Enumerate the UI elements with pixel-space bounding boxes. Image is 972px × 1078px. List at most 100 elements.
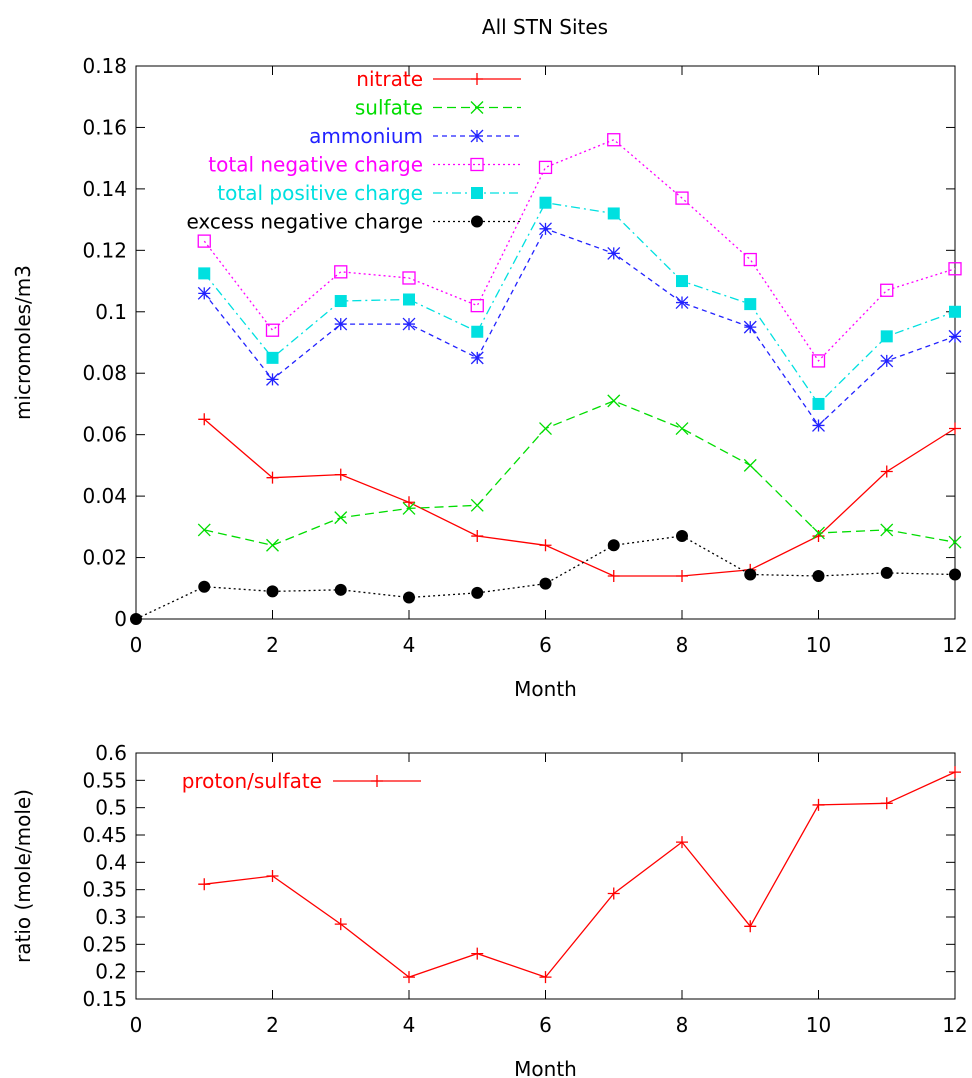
data-point: [811, 354, 826, 368]
chart-title: All STN Sites: [482, 15, 608, 39]
y-tick-label: 0.08: [82, 361, 127, 385]
data-point: [743, 320, 757, 334]
data-point: [266, 870, 279, 882]
legend-marker: [471, 215, 483, 228]
data-point: [949, 305, 961, 318]
data-point: [676, 275, 688, 288]
data-point: [676, 836, 688, 849]
legend-label: total negative charge: [208, 153, 423, 177]
x-tick-label: 8: [676, 1013, 689, 1037]
data-point: [470, 351, 484, 365]
x-tick-label: 10: [806, 1013, 831, 1037]
data-point: [198, 580, 211, 593]
x-tick-label: 12: [942, 633, 967, 657]
data-point: [266, 372, 279, 386]
data-point: [402, 271, 416, 285]
data-point: [949, 568, 961, 581]
data-point: [471, 530, 484, 543]
series-excess-negative-charge: [130, 530, 961, 625]
series-ammonium: [197, 222, 962, 432]
data-point: [607, 207, 620, 220]
data-point: [948, 535, 962, 549]
y-tick-label: 0.1: [95, 300, 127, 324]
y-tick-label: 0.06: [82, 423, 127, 447]
y-axis-label: ratio (mole/mole): [11, 789, 35, 963]
x-tick-label: 0: [130, 1013, 143, 1037]
data-point: [538, 160, 553, 175]
data-point: [471, 325, 484, 338]
data-point: [334, 317, 348, 331]
data-point: [949, 422, 961, 435]
y-tick-label: 0.02: [82, 546, 127, 570]
legend-marker: [470, 129, 484, 143]
data-point: [130, 613, 142, 625]
data-point: [198, 878, 211, 891]
data-point: [539, 222, 552, 236]
data-point: [539, 196, 552, 209]
data-point: [334, 265, 348, 279]
data-point: [812, 530, 825, 543]
data-point: [676, 530, 688, 543]
data-point: [607, 246, 621, 260]
data-point: [675, 422, 689, 435]
legend-label: nitrate: [356, 67, 423, 91]
y-tick-label: 0: [114, 607, 127, 631]
data-point: [334, 583, 347, 596]
legend-label: ammonium: [309, 124, 423, 148]
data-point: [880, 465, 893, 478]
x-axis-label: Month: [514, 677, 577, 701]
data-point: [266, 471, 279, 484]
data-point: [539, 422, 552, 435]
data-point: [471, 947, 484, 960]
y-axis-label: micromoles/m3: [11, 265, 35, 420]
y-tick-label: 0.12: [82, 238, 127, 262]
data-point: [607, 539, 620, 552]
x-tick-label: 10: [806, 633, 831, 657]
data-point: [880, 330, 893, 343]
data-point: [539, 539, 552, 552]
x-tick-label: 2: [266, 1013, 279, 1037]
data-point: [539, 577, 552, 590]
series-line: [204, 400, 956, 546]
y-tick-label: 0.55: [82, 768, 127, 792]
data-point: [675, 191, 689, 205]
x-tick-label: 4: [403, 633, 416, 657]
data-point: [880, 566, 893, 579]
y-tick-label: 0.04: [82, 484, 127, 508]
data-point: [744, 298, 757, 311]
x-axis-label: Month: [514, 1057, 577, 1078]
data-point: [744, 568, 757, 581]
data-point: [334, 468, 347, 481]
data-point: [197, 523, 211, 537]
legend-label: sulfate: [355, 96, 423, 120]
x-tick-label: 6: [539, 633, 552, 657]
data-point: [539, 971, 552, 984]
data-point: [470, 498, 484, 512]
x-tick-label: 0: [130, 633, 143, 657]
data-point: [266, 538, 279, 552]
data-point: [334, 918, 347, 931]
data-point: [949, 766, 961, 779]
series-line: [203, 418, 956, 577]
data-point: [607, 394, 621, 408]
data-point: [948, 262, 962, 276]
data-point: [743, 458, 757, 472]
data-point: [198, 413, 211, 426]
data-point: [403, 496, 415, 509]
y-tick-label: 0.2: [95, 960, 127, 984]
data-point: [334, 511, 348, 525]
y-tick-label: 0.16: [82, 115, 127, 139]
x-tick-label: 8: [676, 633, 689, 657]
series-line: [203, 138, 956, 362]
data-point: [812, 798, 825, 811]
legend-label: total positive charge: [217, 181, 423, 205]
legend-marker: [471, 73, 483, 85]
y-tick-label: 0.35: [82, 878, 127, 902]
data-point: [266, 585, 279, 598]
data-point: [880, 283, 894, 297]
data-point: [812, 569, 825, 582]
data-point: [334, 295, 347, 308]
data-point: [880, 523, 894, 537]
data-point: [948, 329, 962, 343]
series-sulfate: [197, 394, 962, 552]
